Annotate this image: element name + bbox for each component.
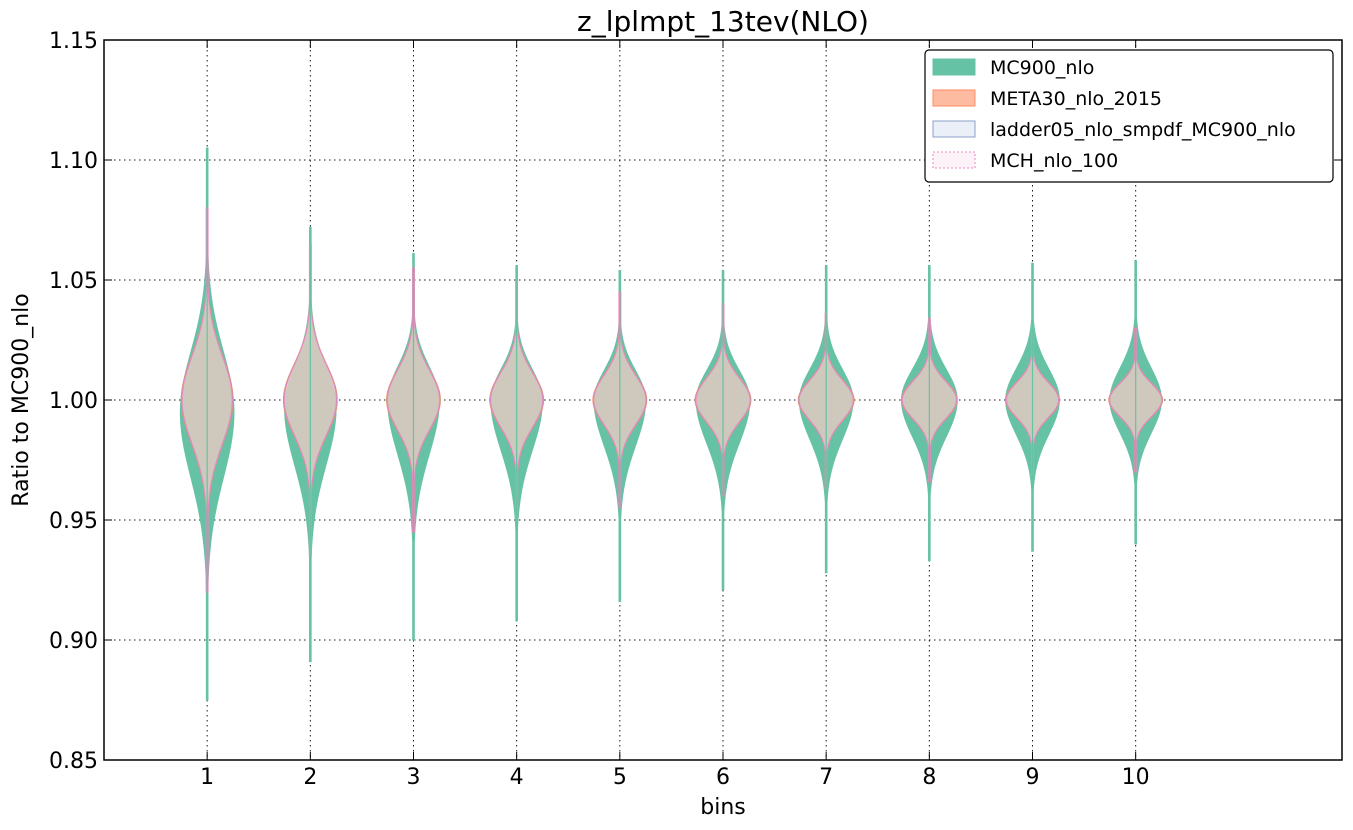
violin-group-bin-9 bbox=[1005, 262, 1060, 552]
x-tick-label: 5 bbox=[613, 765, 627, 790]
violin-group-bin-6 bbox=[694, 269, 752, 591]
y-tick-label: 0.95 bbox=[49, 509, 98, 534]
x-tick-label: 3 bbox=[407, 765, 421, 790]
x-tick-label: 10 bbox=[1122, 765, 1150, 790]
violin-group-bin-4 bbox=[489, 265, 545, 622]
legend-swatch-mc900-nlo bbox=[932, 58, 976, 76]
legend-box bbox=[924, 49, 1334, 183]
violin-group-bin-1 bbox=[179, 147, 235, 701]
violin-group-bin-3 bbox=[386, 253, 441, 641]
y-tick-label: 0.90 bbox=[49, 629, 98, 654]
chart-title: z_lplmpt_13tev(NLO) bbox=[577, 5, 869, 38]
x-tick-label: 9 bbox=[1026, 765, 1040, 790]
x-axis-label: bins bbox=[700, 795, 745, 820]
violin-group-bin-10 bbox=[1108, 260, 1164, 545]
violins bbox=[179, 147, 1164, 701]
legend-label-mch-nlo-100: MCH_nlo_100 bbox=[990, 150, 1118, 172]
y-tick-label: 1.10 bbox=[49, 149, 98, 174]
y-tick-label: 1.00 bbox=[49, 389, 98, 414]
x-tick-label: 7 bbox=[819, 765, 833, 790]
axis-ticks: 0.85 0.90 0.95 1.00 1.05 1.10 1.15 1 2 3 4 5 6 7 8 9 10 bbox=[49, 29, 1342, 790]
legend-label-mc900-nlo: MC900_nlo bbox=[990, 57, 1094, 79]
legend-swatch-meta30-nlo-2015 bbox=[932, 89, 976, 107]
x-tick-label: 4 bbox=[510, 765, 524, 790]
y-tick-label: 1.15 bbox=[49, 29, 98, 54]
y-axis-label: Ratio to MC900_nlo bbox=[9, 293, 34, 506]
x-tick-label: 1 bbox=[200, 765, 214, 790]
x-tick-label: 8 bbox=[922, 765, 936, 790]
legend-label-ladder05-nlo-smpdf-mc900-nlo: ladder05_nlo_smpdf_MC900_nlo bbox=[990, 119, 1296, 141]
x-tick-label: 2 bbox=[303, 765, 317, 790]
violin-group-bin-8 bbox=[900, 265, 958, 562]
y-tick-label: 0.85 bbox=[49, 749, 98, 774]
legend: MC900_nlo META30_nlo_2015 ladder05_nlo_smp… bbox=[924, 49, 1334, 183]
legend-swatch-ladder05-nlo-smpdf-mc900-nlo bbox=[932, 120, 976, 138]
y-tick-label: 1.05 bbox=[49, 269, 98, 294]
violin-group-bin-5 bbox=[592, 269, 648, 603]
x-tick-label: 6 bbox=[716, 765, 730, 790]
legend-label-meta30-nlo-2015: META30_nlo_2015 bbox=[990, 88, 1162, 110]
violin-group-bin-7 bbox=[797, 265, 855, 574]
legend-swatch-mch-nlo-100 bbox=[932, 151, 976, 169]
violin-group-bin-2 bbox=[282, 226, 338, 663]
